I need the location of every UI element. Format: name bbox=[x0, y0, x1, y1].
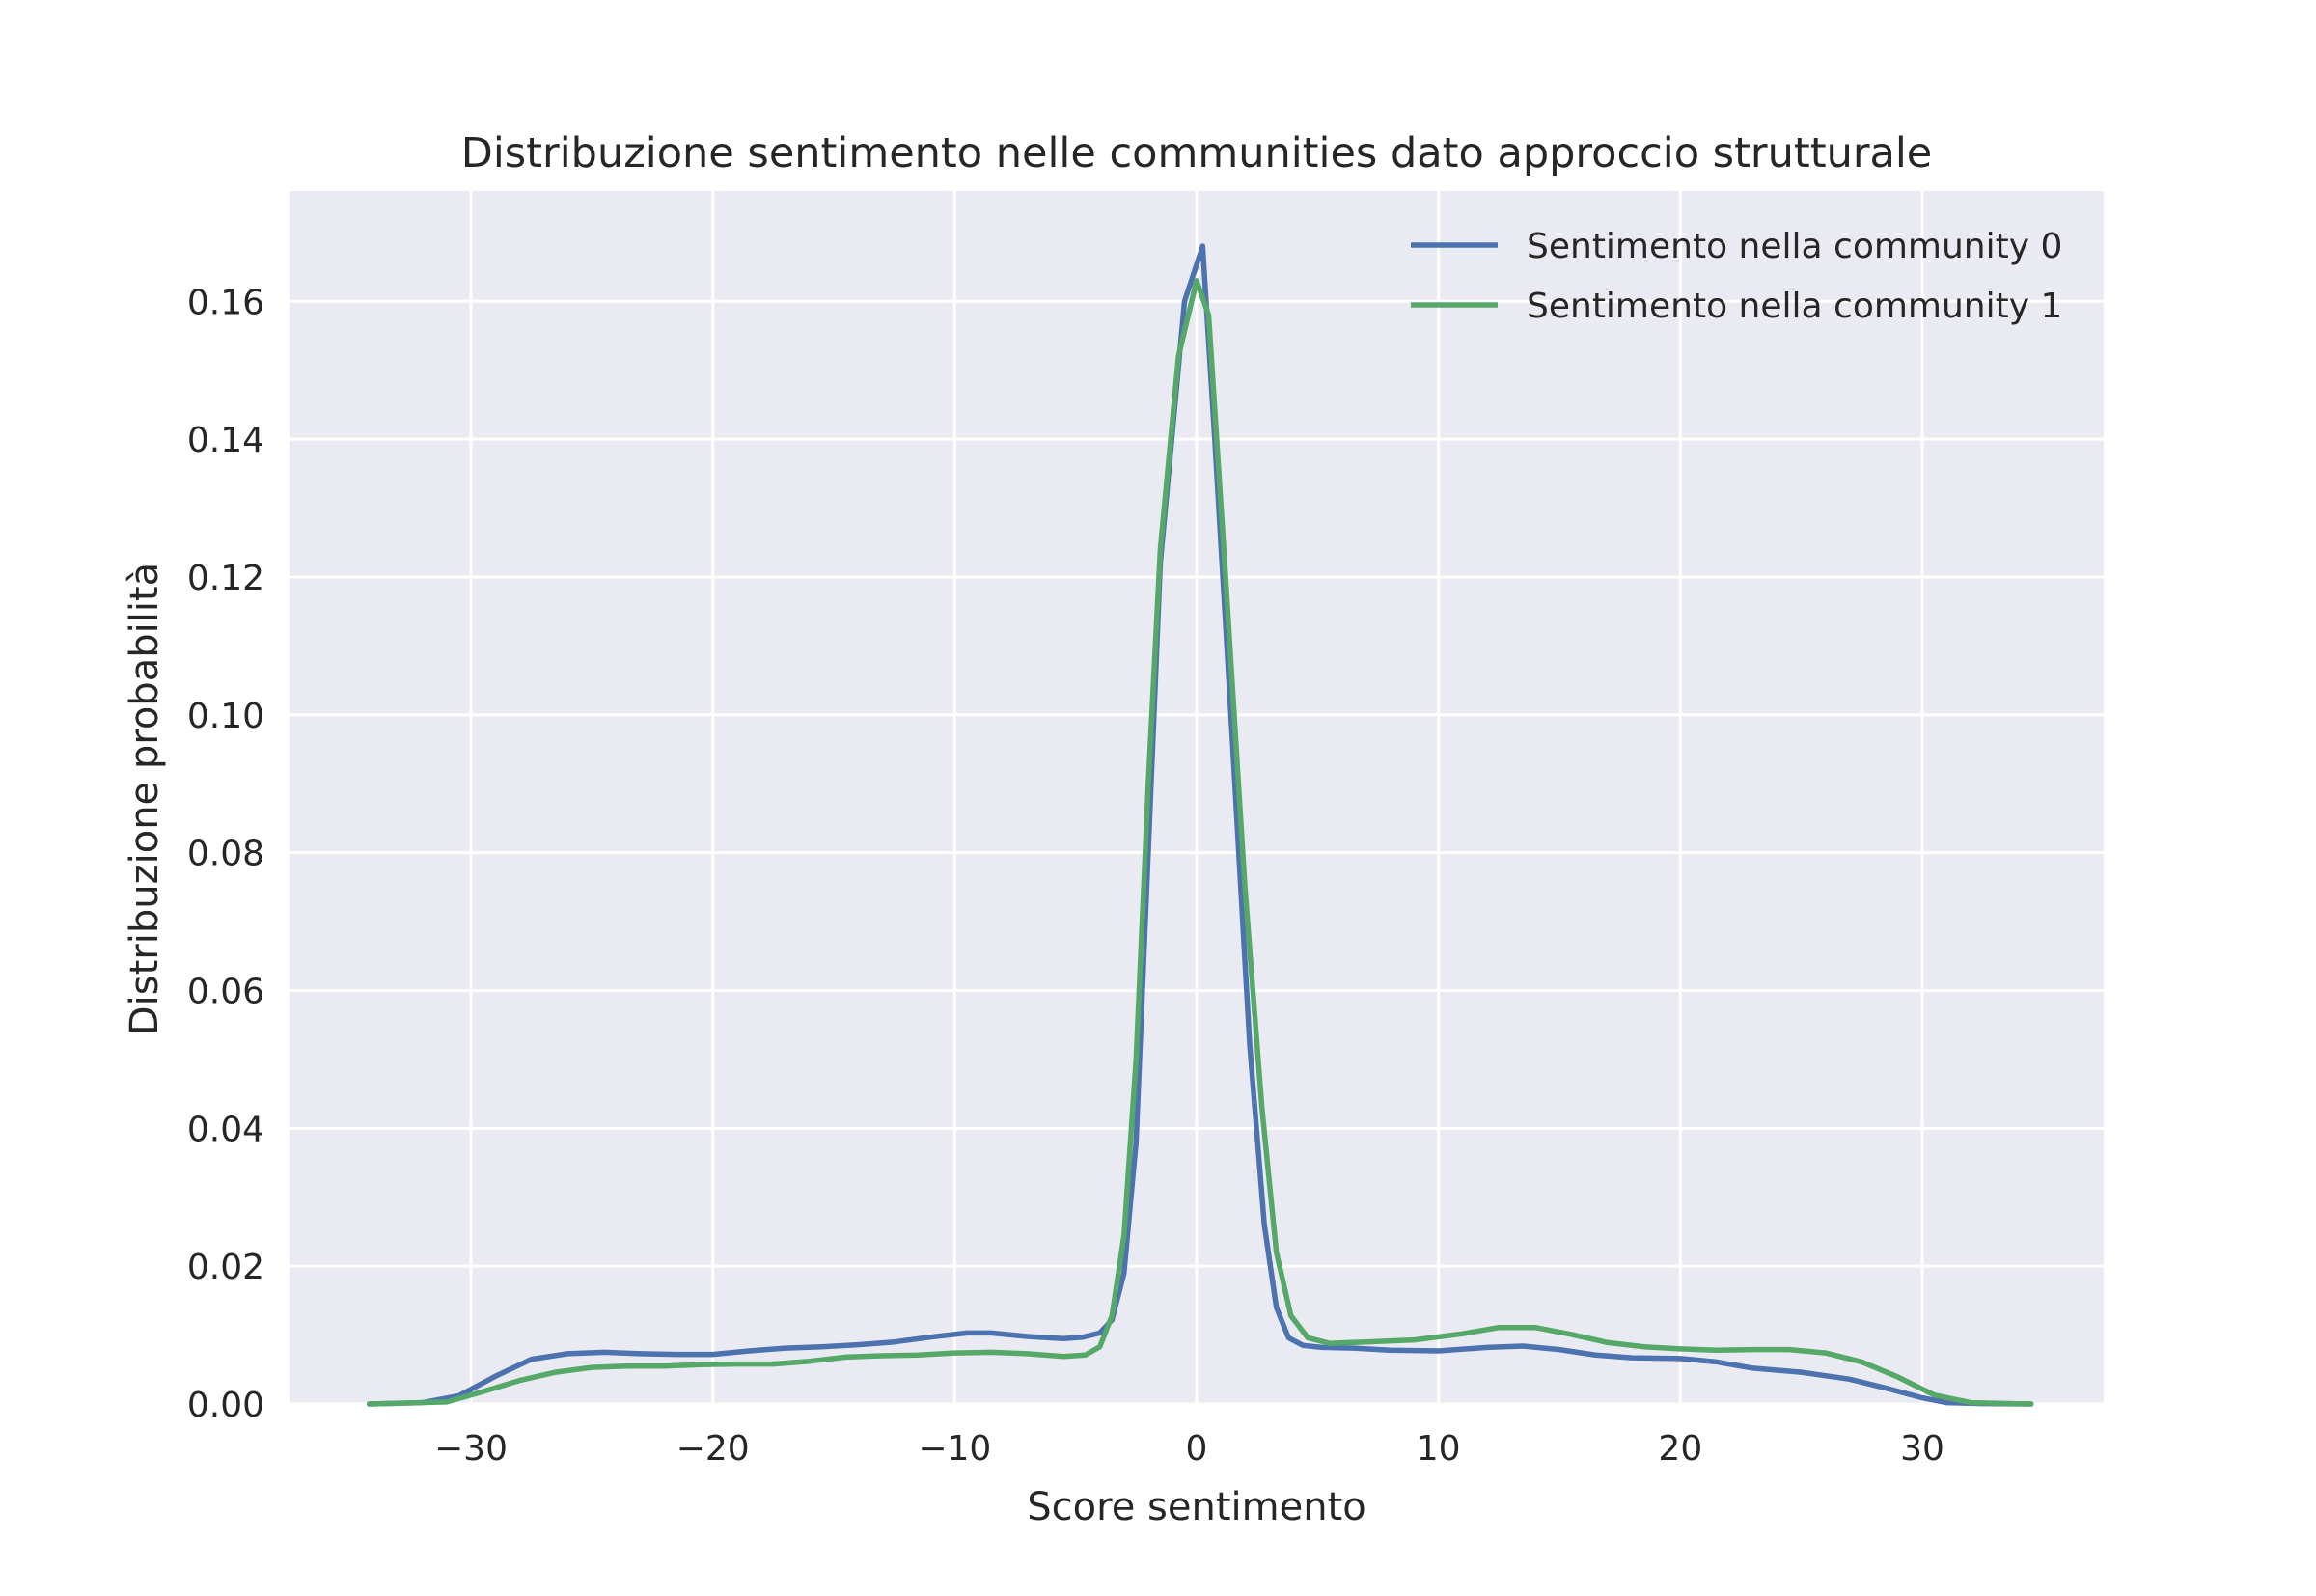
x-tick-label: 30 bbox=[1900, 1429, 1944, 1469]
y-tick-label: 0.00 bbox=[187, 1386, 264, 1425]
x-axis-label: Score sentimento bbox=[1027, 1485, 1365, 1529]
y-tick-label: 0.12 bbox=[187, 559, 264, 598]
legend-label-1: Sentimento nella community 1 bbox=[1527, 287, 2062, 326]
x-tick-labels: −30 −20 −10 0 10 20 30 bbox=[434, 1429, 1944, 1469]
y-tick-label: 0.02 bbox=[187, 1248, 264, 1287]
y-tick-label: 0.06 bbox=[187, 972, 264, 1011]
y-tick-label: 0.16 bbox=[187, 283, 264, 322]
y-axis-label: Distribuzione probabilità bbox=[123, 563, 167, 1035]
series-lines bbox=[366, 243, 2034, 1407]
legend-label-0: Sentimento nella community 0 bbox=[1527, 227, 2062, 266]
x-tick-label: 20 bbox=[1658, 1429, 1702, 1469]
y-tick-label: 0.14 bbox=[187, 421, 264, 460]
legend: Sentimento nella community 0 Sentimento n… bbox=[1411, 227, 2062, 326]
y-tick-labels: 0.00 0.02 0.04 0.06 0.08 0.10 0.12 0.14 0.16 bbox=[187, 283, 264, 1425]
x-tick-label: 10 bbox=[1417, 1429, 1461, 1469]
series-line-0 bbox=[366, 243, 2034, 1407]
grid bbox=[290, 191, 2104, 1406]
chart-title: Distribuzione sentimento nelle communiti… bbox=[461, 129, 1933, 178]
y-tick-label: 0.10 bbox=[187, 697, 264, 736]
y-tick-label: 0.08 bbox=[187, 835, 264, 874]
x-tick-label: −10 bbox=[918, 1429, 991, 1469]
x-tick-label: −30 bbox=[434, 1429, 508, 1469]
x-tick-label: −20 bbox=[676, 1429, 750, 1469]
series-line-1 bbox=[366, 278, 2034, 1407]
x-tick-label: 0 bbox=[1186, 1429, 1208, 1469]
y-tick-label: 0.04 bbox=[187, 1110, 264, 1149]
